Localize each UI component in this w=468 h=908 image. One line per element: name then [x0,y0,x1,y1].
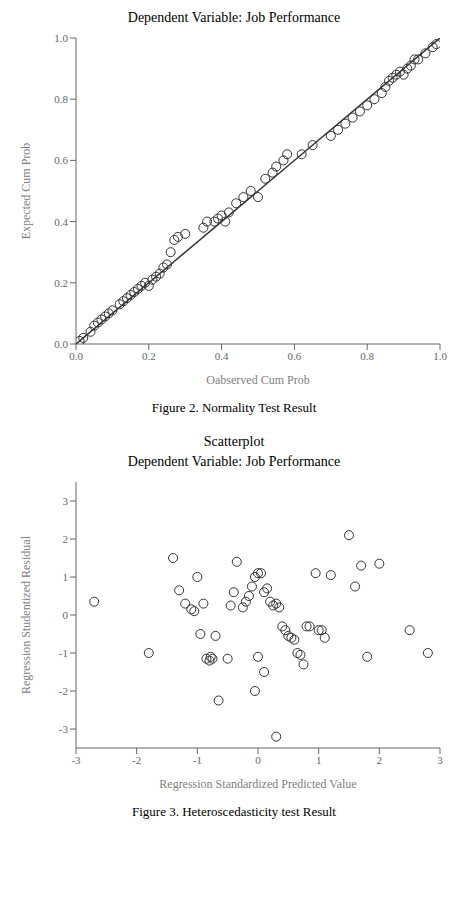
svg-text:2: 2 [63,533,69,545]
svg-text:0: 0 [63,609,69,621]
svg-text:2: 2 [377,754,383,766]
svg-text:0.2: 0.2 [142,350,156,362]
svg-text:-1: -1 [59,647,68,659]
svg-text:-2: -2 [59,685,68,697]
svg-text:3: 3 [63,495,69,507]
svg-text:-3: -3 [59,723,69,735]
html-text:Figure 2. Normality Test Resul: Figure 2. Normality Test Result [151,400,317,415]
svg-text:0.8: 0.8 [54,93,68,105]
svg-text:1: 1 [316,754,322,766]
svg-text:0.6: 0.6 [288,350,302,362]
svg-text:0.0: 0.0 [54,338,68,350]
svg-text:Regression Standardized Predic: Regression Standardized Predicted Value [159,777,356,791]
svg-text:1.0: 1.0 [54,32,68,44]
svg-text:1.0: 1.0 [433,350,447,362]
svg-text:0.2: 0.2 [54,277,68,289]
svg-text:0.8: 0.8 [360,350,374,362]
html-text:Dependent Variable: Job Perfor: Dependent Variable: Job Performance [127,10,341,25]
html-text:Scatterplot: Scatterplot [203,434,265,449]
svg-text:Expected Cum Prob: Expected Cum Prob [19,143,33,240]
svg-text:Regression Studentized Residua: Regression Studentized Residual [19,535,33,694]
svg-text:0.0: 0.0 [69,350,83,362]
svg-text:0.4: 0.4 [215,350,229,362]
svg-text:0: 0 [255,754,261,766]
html-text:Dependent Variable: Job Perfor: Dependent Variable: Job Performance [127,454,341,469]
html-text:Figure 3. Heteroscedasticity t: Figure 3. Heteroscedasticity test Result [132,804,336,819]
svg-text:-3: -3 [71,754,81,766]
svg-text:-1: -1 [193,754,202,766]
svg-text:3: 3 [437,754,443,766]
svg-text:Oabserved Cum Prob: Oabserved Cum Prob [206,373,309,387]
svg-text:-2: -2 [132,754,141,766]
svg-text:0.4: 0.4 [54,216,68,228]
svg-text:0.6: 0.6 [54,154,68,166]
svg-text:1: 1 [63,571,69,583]
